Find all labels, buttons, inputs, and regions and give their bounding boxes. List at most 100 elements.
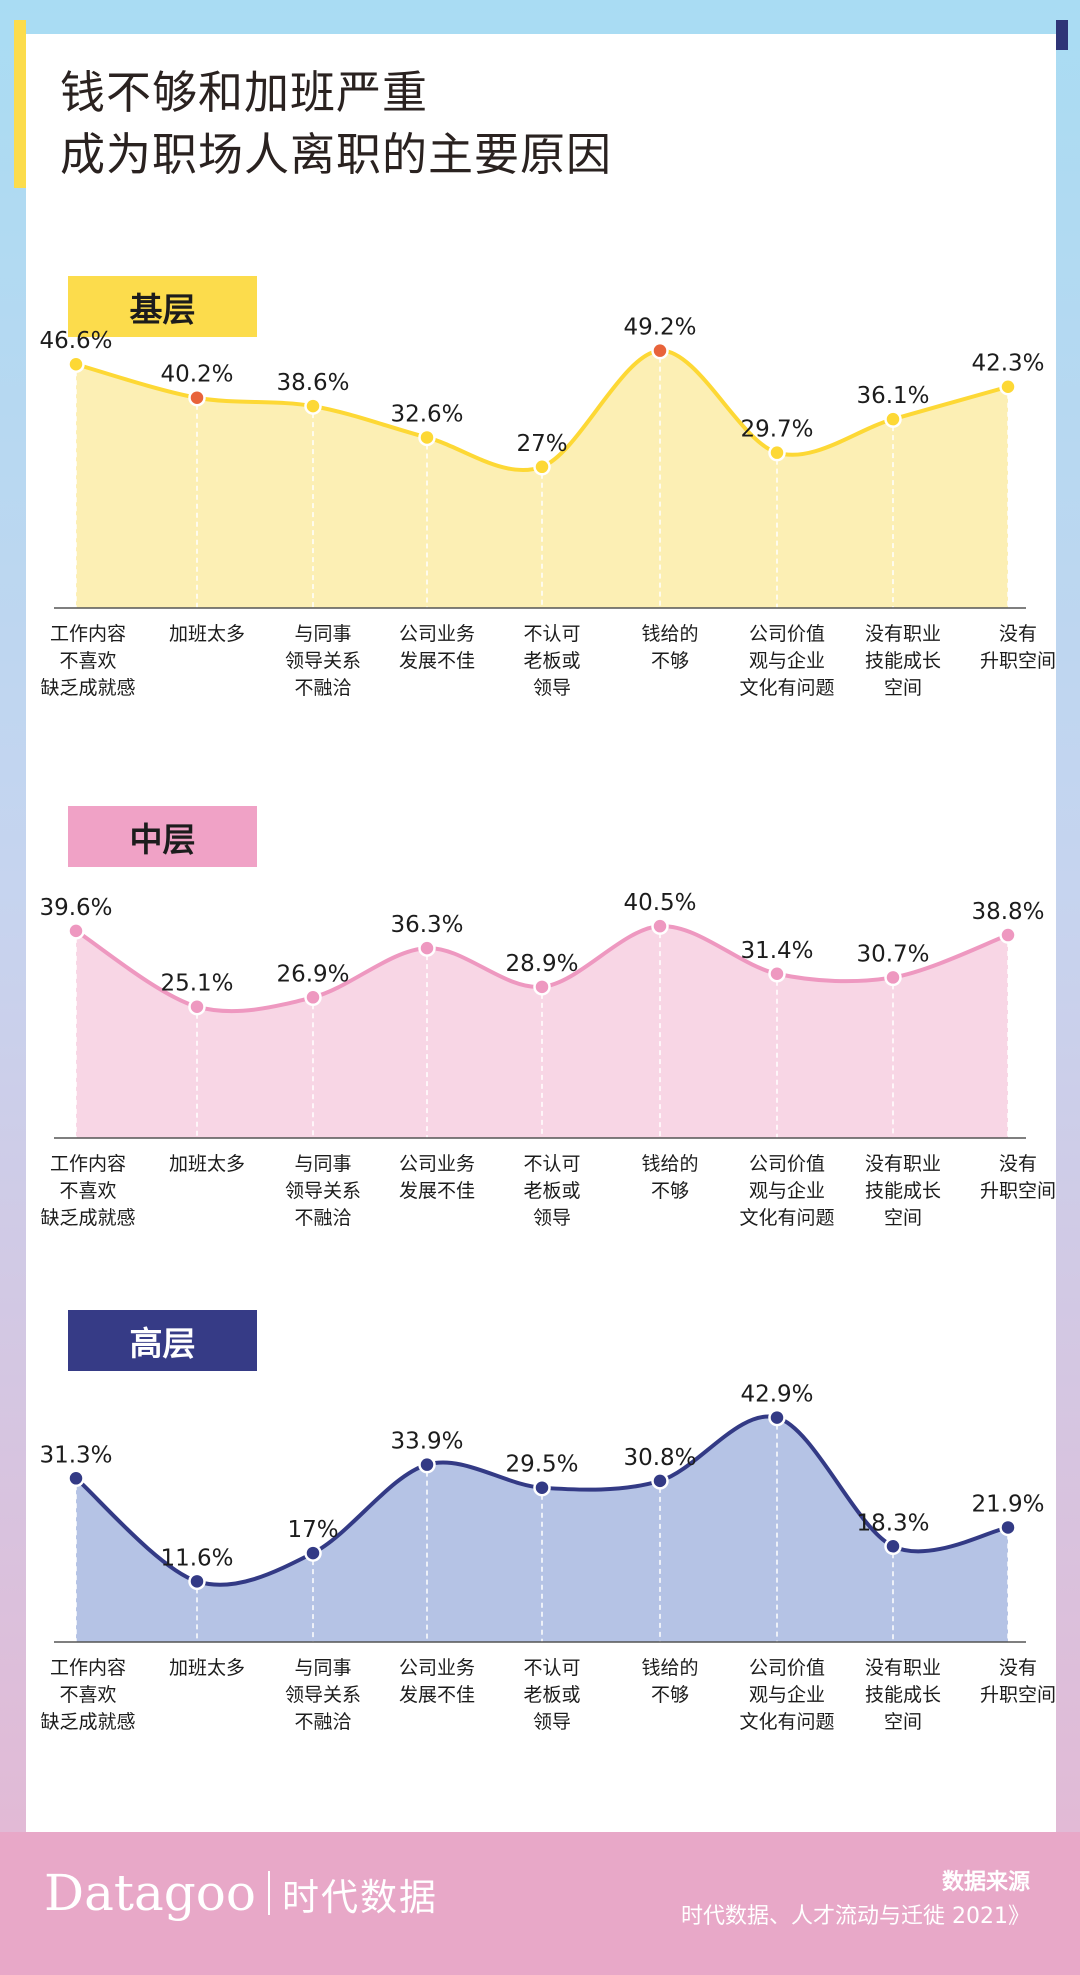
- entry-data-label-5: 27%: [516, 431, 567, 457]
- entry-level-area-chart: 46.6% 40.2% 38.6% 32.6% 27% 49.2% 29.7% 36.1% 42…: [39, 315, 1056, 699]
- page-title: 钱不够和加班严重 成为职场人离职的主要原因: [60, 62, 612, 186]
- middle-data-label-1: 39.6%: [39, 895, 112, 921]
- entry-category-label-3: 与同事领导关系不融洽: [285, 623, 361, 699]
- middle-data-point-1: [67, 922, 85, 940]
- middle-data-label-3: 26.9%: [276, 961, 349, 987]
- senior-data-label-2: 11.6%: [160, 1545, 233, 1571]
- senior-category-label-2: 加班太多: [169, 1657, 245, 1679]
- senior-data-label-6: 30.8%: [623, 1445, 696, 1471]
- entry-area-fill: [76, 350, 1008, 608]
- senior-category-label-7: 公司价值观与企业文化有问题: [739, 1657, 834, 1733]
- entry-category-label-6: 钱给的不够: [641, 623, 698, 672]
- senior-data-point-9: [999, 1518, 1017, 1537]
- entry-data-point-2: [188, 388, 206, 407]
- middle-data-point-9: [999, 926, 1017, 944]
- entry-data-point-6: [651, 341, 669, 360]
- senior-data-point-4: [418, 1455, 436, 1474]
- section-badge-entry-level: 基层: [68, 276, 257, 337]
- entry-data-point-1: [67, 355, 85, 373]
- senior-area-fill: [76, 1416, 1008, 1642]
- middle-data-label-8: 30.7%: [856, 941, 929, 967]
- footer: Datagoo 时代数据 数据来源 时代数据、人才流动与迁徙 2021》: [0, 1832, 1080, 1975]
- middle-data-point-2: [188, 997, 206, 1016]
- top-blue-strip: [26, 20, 1056, 34]
- title-line-2: 成为职场人离职的主要原因: [60, 128, 613, 181]
- middle-data-label-4: 36.3%: [390, 912, 463, 938]
- entry-category-label-2: 加班太多: [169, 623, 245, 645]
- senior-data-label-1: 31.3%: [39, 1442, 112, 1468]
- senior-data-point-5: [533, 1478, 551, 1497]
- senior-category-label-1: 工作内容不喜欢缺乏成就感: [40, 1657, 135, 1733]
- entry-category-label-7: 公司价值观与企业文化有问题: [739, 623, 834, 699]
- entry-data-label-8: 36.1%: [856, 383, 929, 409]
- entry-category-label-9: 没有升职空间: [980, 623, 1056, 672]
- middle-data-point-7: [768, 965, 786, 983]
- senior-category-label-8: 没有职业技能成长空间: [865, 1657, 941, 1733]
- entry-data-point-3: [304, 397, 322, 415]
- senior-category-label-4: 公司业务发展不佳: [399, 1657, 475, 1706]
- title-line-1: 钱不够和加班严重: [60, 66, 429, 119]
- middle-data-point-3: [304, 988, 322, 1007]
- middle-data-label-5: 28.9%: [505, 951, 578, 977]
- entry-data-point-7: [768, 443, 786, 462]
- middle-category-label-7: 公司价值观与企业文化有问题: [739, 1153, 834, 1229]
- middle-data-point-8: [884, 968, 902, 987]
- senior-data-label-5: 29.5%: [505, 1452, 578, 1478]
- senior-data-label-4: 33.9%: [390, 1429, 463, 1455]
- senior-data-label-9: 21.9%: [971, 1491, 1044, 1517]
- logo-wordmark: Datagoo: [44, 1864, 257, 1922]
- section-badge-middle-level: 中层: [68, 806, 257, 867]
- middle-level-area-chart: 39.6% 25.1% 26.9% 36.3% 28.9% 40.5% 31.4% 30.7%…: [39, 890, 1056, 1229]
- logo-divider: [268, 1871, 271, 1915]
- entry-series-line: [74, 348, 1010, 473]
- middle-category-label-6: 钱给的不够: [641, 1153, 698, 1202]
- senior-data-label-3: 17%: [287, 1517, 338, 1543]
- middle-category-label-1: 工作内容不喜欢缺乏成就感: [40, 1153, 135, 1229]
- middle-data-point-6: [651, 917, 669, 935]
- entry-category-label-5: 不认可老板或领导: [523, 623, 580, 699]
- senior-data-label-8: 18.3%: [856, 1510, 929, 1536]
- middle-data-label-7: 31.4%: [740, 938, 813, 964]
- entry-data-point-5: [533, 458, 551, 476]
- datagoo-logo: Datagoo 时代数据: [44, 1864, 438, 1922]
- senior-category-label-5: 不认可老板或领导: [523, 1657, 580, 1733]
- entry-data-point-8: [884, 410, 902, 428]
- entry-category-label-4: 公司业务发展不佳: [399, 623, 475, 672]
- entry-data-point-9: [999, 377, 1017, 396]
- entry-category-label-8: 没有职业技能成长空间: [865, 623, 941, 699]
- senior-category-label-3: 与同事领导关系不融洽: [285, 1657, 361, 1733]
- entry-data-label-1: 46.6%: [39, 328, 112, 354]
- middle-data-label-2: 25.1%: [160, 971, 233, 997]
- source-text: 时代数据、人才流动与迁徙 2021》: [681, 1904, 1030, 1929]
- logo-chinese-name: 时代数据: [282, 1876, 439, 1919]
- middle-category-label-4: 公司业务发展不佳: [399, 1153, 475, 1202]
- senior-data-point-8: [884, 1537, 902, 1556]
- middle-category-label-8: 没有职业技能成长空间: [865, 1153, 941, 1229]
- entry-data-label-9: 42.3%: [971, 351, 1044, 377]
- entry-data-point-4: [418, 428, 436, 447]
- entry-data-label-3: 38.6%: [276, 370, 349, 396]
- senior-data-point-2: [188, 1572, 206, 1591]
- entry-data-label-6: 49.2%: [623, 315, 696, 341]
- middle-data-point-5: [533, 978, 551, 996]
- source-label: 数据来源: [941, 1870, 1030, 1895]
- senior-data-point-7: [768, 1408, 786, 1427]
- middle-data-label-6: 40.5%: [623, 890, 696, 916]
- middle-data-point-4: [418, 939, 436, 957]
- senior-data-label-7: 42.9%: [740, 1382, 813, 1408]
- middle-category-label-9: 没有升职空间: [980, 1153, 1056, 1202]
- left-yellow-accent: [14, 20, 26, 188]
- senior-data-point-3: [304, 1544, 322, 1562]
- entry-data-label-2: 40.2%: [160, 362, 233, 388]
- senior-data-point-1: [67, 1469, 85, 1488]
- right-navy-accent: [1056, 20, 1068, 50]
- section-badge-senior-level: 高层: [68, 1310, 257, 1371]
- senior-category-label-6: 钱给的不够: [641, 1657, 698, 1706]
- left-blue-strip: [14, 188, 26, 1832]
- entry-category-label-1: 工作内容不喜欢缺乏成就感: [40, 623, 135, 699]
- middle-category-label-2: 加班太多: [169, 1153, 245, 1175]
- senior-data-point-6: [651, 1472, 669, 1490]
- senior-category-label-9: 没有升职空间: [980, 1657, 1056, 1706]
- middle-data-label-9: 38.8%: [971, 899, 1044, 925]
- senior-level-area-chart: 31.3% 11.6% 17% 33.9% 29.5% 30.8% 42.9% 18.3% 21…: [39, 1382, 1056, 1733]
